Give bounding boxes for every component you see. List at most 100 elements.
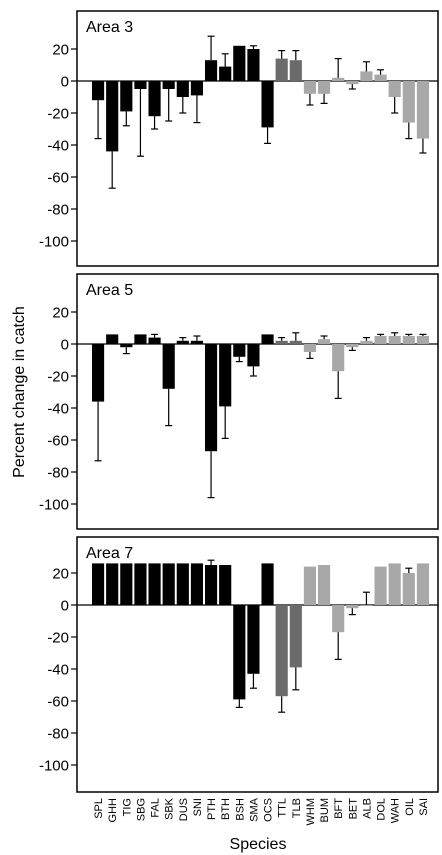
x-tick-label-sni: SNI (192, 798, 204, 816)
x-tick-label-bum: BUM (319, 798, 331, 822)
y-tick-label: -100 (39, 234, 69, 251)
panel-title: Area 7 (86, 545, 133, 562)
bar-ghh (106, 334, 119, 344)
x-tick-label-alb: ALB (361, 798, 373, 819)
bar-sni (190, 340, 204, 344)
bar-sai (416, 81, 430, 139)
x-tick-labels: SPL GHH TIG SBG FAL SBK DUS SNI PTH BTH BSH SMA OCS T… (93, 797, 430, 825)
bar-spl (91, 563, 105, 605)
x-tick-label-bsh: BSH (234, 798, 246, 821)
y-ticks: 20 0 -20 -40 -60 -80 -100 (39, 566, 77, 775)
x-axis-label: Species (230, 836, 287, 853)
bar-bet (346, 605, 359, 609)
bar-sma (247, 605, 260, 674)
bar-bsh (233, 605, 246, 700)
bar-bum (317, 81, 331, 94)
x-tick-label-bth: BTH (220, 798, 232, 820)
y-tick-label: -40 (47, 138, 69, 155)
bar-fal (148, 563, 161, 605)
bar-tlb (289, 60, 302, 81)
x-tick-label-oil: OIL (404, 798, 416, 816)
y-tick-label: -100 (39, 758, 69, 775)
panel-area-3: 20 0 -20 -40 -60 -80 -100 Area 3 (39, 10, 439, 267)
bar-pth (204, 60, 218, 81)
y-tick-label: -60 (47, 694, 69, 711)
x-tick-label-dus: DUS (178, 798, 190, 821)
bar-sbg (134, 334, 147, 344)
bar-bet (346, 81, 359, 85)
x-tick-label-pth: PTH (206, 798, 218, 820)
bar-whm (303, 344, 317, 352)
x-tick-label-dol: DOL (376, 798, 388, 821)
x-tick-label-bft: BFT (333, 798, 345, 819)
y-tick-label: -80 (47, 465, 69, 482)
bar-sbk (162, 344, 175, 389)
bars (91, 559, 430, 713)
panel-frame (76, 536, 439, 793)
bar-spl (91, 344, 105, 402)
bar-bft (332, 77, 345, 81)
bar-sbk (162, 563, 175, 605)
y-tick-label: -80 (47, 202, 69, 219)
y-tick-label: -40 (47, 662, 69, 679)
bar-ocs (261, 334, 274, 344)
bar-ghh (106, 81, 119, 152)
bar-dol (374, 336, 387, 344)
bar-tlb (289, 340, 302, 344)
x-tick-label-fal: FAL (150, 798, 162, 818)
x-tick-label-sbg: SBG (135, 798, 147, 821)
x-tick-label-bet: BET (347, 798, 359, 820)
bar-bet (346, 344, 359, 348)
bar-spl (91, 81, 105, 101)
bar-sni (190, 563, 204, 605)
bar-dus (176, 563, 189, 605)
bar-sbg (134, 81, 147, 89)
bars (91, 35, 430, 189)
bar-tig (120, 563, 133, 605)
bar-bsh (233, 45, 246, 81)
bar-bft (332, 344, 345, 372)
bar-sbk (162, 81, 175, 89)
bar-dol (374, 566, 387, 605)
y-tick-label: -80 (47, 726, 69, 743)
x-tick-label-ocs: OCS (263, 798, 275, 822)
bar-tig (120, 81, 133, 112)
y-ticks: 20 0 -20 -40 -60 -80 -100 (39, 42, 77, 251)
bar-bum (317, 565, 331, 605)
bar-oil (402, 81, 415, 123)
bar-dol (374, 74, 387, 81)
y-tick-label: 0 (61, 598, 69, 615)
y-tick-label: -20 (47, 106, 69, 123)
bar-dus (176, 81, 189, 97)
bar-sbg (134, 563, 147, 605)
panel-title: Area 3 (86, 19, 133, 36)
bar-bth (219, 565, 232, 605)
bar-tlb (289, 605, 302, 668)
y-tick-label: 20 (52, 42, 69, 59)
panel-frame (76, 10, 439, 267)
x-tick-label-ttl: TTL (277, 798, 289, 818)
bar-ttl (275, 340, 288, 344)
x-tick-label-sbk: SBK (164, 797, 176, 820)
bar-whm (303, 81, 317, 94)
x-tick-label-spl: SPL (93, 798, 105, 819)
bars (91, 332, 430, 499)
x-tick-label-wah: WAH (390, 798, 402, 823)
y-tick-label: -20 (47, 630, 69, 647)
y-tick-label: -40 (47, 401, 69, 418)
x-tick-label-tlb: TLB (291, 798, 303, 818)
x-tick-label-whm: WHM (305, 798, 317, 826)
x-tick-label-tig: TIG (121, 798, 133, 816)
bar-ttl (275, 605, 288, 697)
panel-area-7: 20 0 -20 -40 -60 -80 -100 Area 7 (39, 536, 439, 793)
bar-bsh (233, 344, 246, 357)
bar-bth (219, 66, 232, 81)
bar-bft (332, 605, 345, 633)
bar-ocs (261, 81, 274, 128)
bar-tig (120, 344, 133, 348)
panel-frame (76, 273, 439, 530)
bar-bth (219, 344, 232, 407)
bar-dus (176, 340, 189, 344)
y-tick-label: 0 (61, 337, 69, 354)
